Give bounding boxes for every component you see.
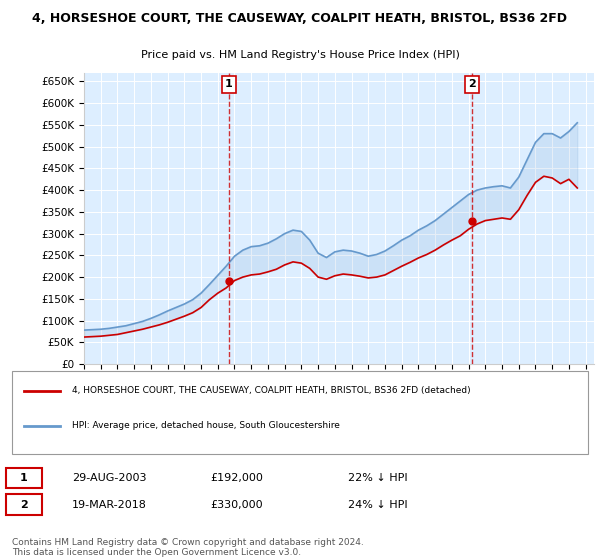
Text: 24% ↓ HPI: 24% ↓ HPI [348, 500, 407, 510]
Text: HPI: Average price, detached house, South Gloucestershire: HPI: Average price, detached house, Sout… [72, 421, 340, 431]
Text: 22% ↓ HPI: 22% ↓ HPI [348, 473, 407, 483]
Text: Contains HM Land Registry data © Crown copyright and database right 2024.
This d: Contains HM Land Registry data © Crown c… [12, 538, 364, 557]
Text: 4, HORSESHOE COURT, THE CAUSEWAY, COALPIT HEATH, BRISTOL, BS36 2FD: 4, HORSESHOE COURT, THE CAUSEWAY, COALPI… [32, 12, 568, 25]
Text: 29-AUG-2003: 29-AUG-2003 [72, 473, 146, 483]
Text: 1: 1 [225, 80, 233, 90]
Text: Price paid vs. HM Land Registry's House Price Index (HPI): Price paid vs. HM Land Registry's House … [140, 50, 460, 59]
Text: 4, HORSESHOE COURT, THE CAUSEWAY, COALPIT HEATH, BRISTOL, BS36 2FD (detached): 4, HORSESHOE COURT, THE CAUSEWAY, COALPI… [72, 386, 470, 395]
Text: £192,000: £192,000 [210, 473, 263, 483]
FancyBboxPatch shape [6, 494, 42, 515]
Text: 2: 2 [20, 500, 28, 510]
Text: 2: 2 [468, 80, 476, 90]
Text: £330,000: £330,000 [210, 500, 263, 510]
Text: 19-MAR-2018: 19-MAR-2018 [72, 500, 147, 510]
FancyBboxPatch shape [6, 468, 42, 488]
FancyBboxPatch shape [12, 371, 588, 455]
Text: 1: 1 [20, 473, 28, 483]
